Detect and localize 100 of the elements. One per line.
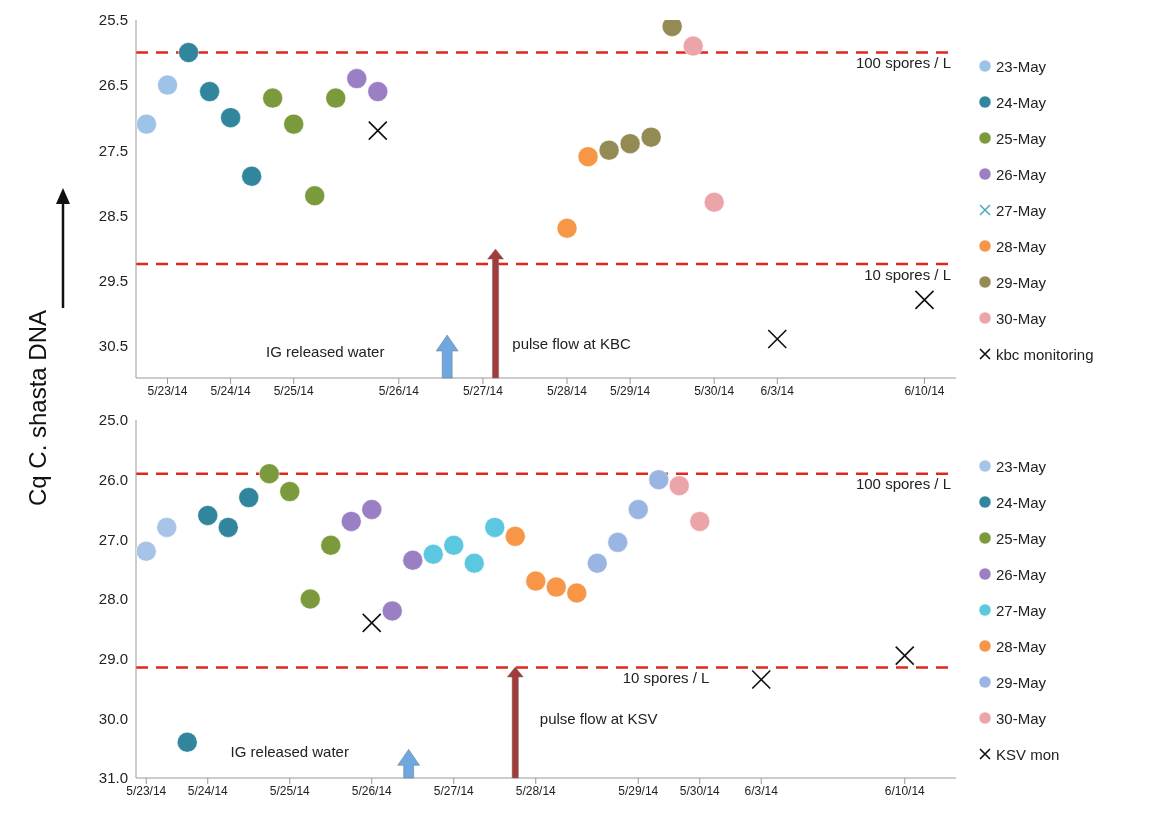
point <box>668 475 690 497</box>
point <box>598 139 620 161</box>
point <box>566 582 588 604</box>
point <box>136 540 157 562</box>
point <box>367 81 389 102</box>
point <box>381 600 403 622</box>
x-tick-label: 6/3/14 <box>760 383 795 398</box>
y-tick-label: 27.5 <box>98 141 128 159</box>
point <box>422 543 444 565</box>
point <box>241 165 263 187</box>
y-tick-label: 25.5 <box>98 11 128 29</box>
point <box>556 217 578 239</box>
point <box>525 570 547 592</box>
point <box>504 525 526 547</box>
point <box>463 552 485 574</box>
y-tick-label: 27.0 <box>98 530 128 548</box>
legend-label: kbc monitoring <box>996 345 1094 363</box>
legend-label: 30-May <box>996 309 1047 327</box>
y-tick-label: 26.0 <box>98 470 128 488</box>
point <box>894 645 915 666</box>
point <box>367 120 388 141</box>
point <box>640 126 662 148</box>
x-tick-label: 5/25/14 <box>273 383 315 398</box>
point <box>283 113 305 135</box>
legend-label: 23-May <box>996 57 1047 75</box>
x-tick-label: 5/25/14 <box>269 783 311 798</box>
point <box>689 511 711 532</box>
point <box>607 531 629 553</box>
x-tick-label: 5/26/14 <box>351 783 393 798</box>
y-tick-label: 30.5 <box>98 336 128 354</box>
x-tick-label: 6/3/14 <box>744 783 779 798</box>
point <box>619 133 641 155</box>
legend-label: 25-May <box>996 129 1047 147</box>
point <box>157 74 178 96</box>
point <box>217 517 239 538</box>
x-tick-label: 5/24/14 <box>187 783 229 798</box>
x-tick-label: 5/28/14 <box>547 383 588 398</box>
x-tick-label: 5/29/14 <box>618 783 659 798</box>
y-tick-label: 28.0 <box>98 590 128 608</box>
point <box>178 42 199 63</box>
point <box>361 613 382 633</box>
legend-label: 30-May <box>996 709 1047 727</box>
point <box>304 185 326 207</box>
x-tick-label: 5/26/14 <box>378 383 420 398</box>
point <box>346 68 368 89</box>
point <box>545 576 567 598</box>
legend-label: 24-May <box>996 493 1047 511</box>
ref-line-label: 100 spores / L <box>855 54 951 72</box>
point <box>402 549 424 571</box>
legend-label: 29-May <box>996 273 1047 291</box>
point <box>320 534 342 556</box>
point <box>176 731 198 753</box>
point <box>767 329 788 349</box>
point <box>156 517 178 538</box>
point <box>325 87 347 109</box>
annotation: pulse flow at KSV <box>539 710 658 728</box>
legend-label: 24-May <box>996 93 1047 111</box>
point <box>586 552 608 574</box>
legend-label: 26-May <box>996 165 1047 183</box>
legend-label: 27-May <box>996 601 1047 619</box>
point <box>136 113 157 135</box>
point <box>199 81 220 102</box>
x-tick-label: 5/30/14 <box>679 783 721 798</box>
y-tick-label: 29.5 <box>98 271 128 289</box>
x-tick-label: 5/30/14 <box>694 383 735 398</box>
ref-line-label: 10 spores / L <box>864 265 951 283</box>
legend-label: 25-May <box>996 529 1047 547</box>
legend-label: 28-May <box>996 637 1047 655</box>
point <box>484 517 506 538</box>
point <box>361 499 383 520</box>
x-tick-label: 5/23/14 <box>126 783 167 798</box>
x-tick-label: 5/23/14 <box>147 383 188 398</box>
ref-line-label: 100 spores / L <box>855 475 951 493</box>
point <box>577 146 599 168</box>
point <box>279 481 301 502</box>
point <box>443 534 465 556</box>
annotation: IG released water <box>266 342 385 360</box>
point <box>648 469 670 491</box>
point <box>299 588 321 610</box>
x-tick-label: 6/10/14 <box>884 783 926 798</box>
point <box>258 463 280 485</box>
point <box>627 499 649 520</box>
ref-line-label: 10 spores / L <box>622 669 710 687</box>
legend-label: 28-May <box>996 237 1047 255</box>
x-tick-label: 5/29/14 <box>610 383 651 398</box>
y-tick-label: 31.0 <box>98 769 128 787</box>
point <box>262 87 284 109</box>
point <box>197 505 219 526</box>
point <box>703 191 725 213</box>
y-tick-label: 26.5 <box>98 76 128 94</box>
legend-label: 27-May <box>996 201 1047 219</box>
point <box>914 290 935 310</box>
point <box>682 35 704 57</box>
point <box>751 669 772 690</box>
legend-label: 26-May <box>996 565 1047 583</box>
annotation: IG released water <box>230 742 349 760</box>
y-tick-label: 28.5 <box>98 206 128 224</box>
y-axis-title: Cq C. shasta DNA <box>24 309 52 507</box>
y-tick-label: 30.0 <box>98 709 128 727</box>
annotation: pulse flow at KBC <box>512 335 631 353</box>
